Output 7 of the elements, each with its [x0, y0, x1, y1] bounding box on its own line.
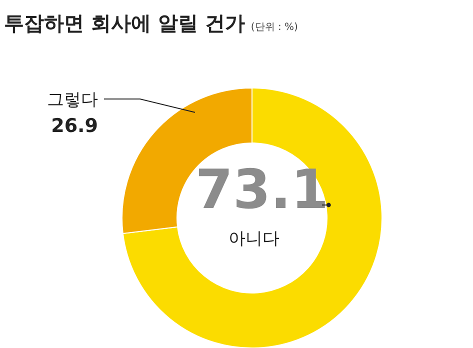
- chart-subtitle: (단위 : %): [250, 22, 298, 33]
- chart-title: 투잡하면 회사에 알릴 건가: [4, 11, 245, 35]
- donut-slice: [122, 88, 382, 348]
- data-label: 73.1: [195, 158, 329, 221]
- data-label: 26.9: [51, 115, 98, 137]
- slice-label: 아니다: [228, 229, 280, 249]
- slice-label: 그렇다: [47, 90, 98, 110]
